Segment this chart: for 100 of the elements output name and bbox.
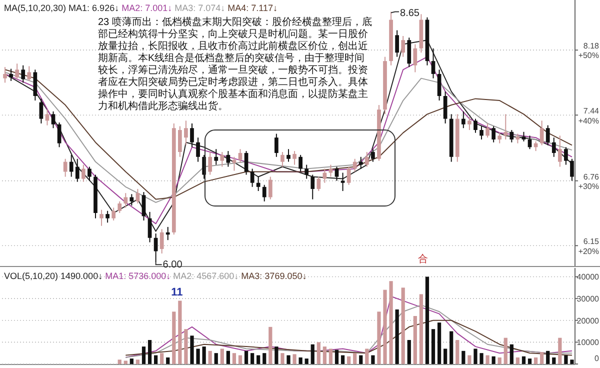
bar <box>347 356 351 364</box>
y-tick-label: 40000 <box>576 272 600 282</box>
bar <box>166 357 170 364</box>
bar <box>118 360 122 364</box>
bar <box>413 316 417 364</box>
bar <box>365 348 369 364</box>
bar <box>419 294 424 364</box>
bar <box>142 346 146 364</box>
y2-tick-label: +40% <box>578 116 599 126</box>
bar <box>552 357 556 364</box>
bar <box>389 281 393 364</box>
bar <box>510 344 514 364</box>
bar <box>504 338 508 364</box>
bar <box>546 350 550 364</box>
annotation: 合 <box>418 253 428 265</box>
bar <box>480 353 484 364</box>
bar <box>425 276 430 364</box>
bar <box>310 344 314 364</box>
bar <box>431 329 436 364</box>
bar <box>395 309 399 364</box>
y-tick-label: 10000 <box>576 338 600 348</box>
bar <box>178 300 182 364</box>
bar <box>328 348 333 364</box>
bar <box>377 312 381 364</box>
y-tick-label: 6.15 <box>583 237 600 246</box>
legend-title: MA(5,10,20,30) <box>4 3 69 13</box>
bar <box>534 357 538 364</box>
bar <box>322 346 326 364</box>
bar <box>570 360 574 364</box>
bar <box>468 355 472 364</box>
bar <box>220 348 224 364</box>
y-tick-label: 8.18 <box>583 42 600 51</box>
bar <box>450 331 454 364</box>
bar <box>558 338 562 364</box>
bar <box>462 350 466 364</box>
bar <box>522 356 526 364</box>
bar <box>124 360 128 364</box>
bar <box>262 353 266 364</box>
bar <box>298 357 302 364</box>
bar <box>250 353 254 364</box>
text: MA2: 7.001↓ <box>122 3 175 13</box>
bar <box>437 322 442 364</box>
bar <box>486 355 490 364</box>
bar <box>383 290 387 364</box>
bar <box>340 355 345 364</box>
y-tick-label: 0 <box>594 354 600 363</box>
legend-title: VOL(5,10,20) 1490.000↓ <box>4 271 106 281</box>
y-tick-label: 6.76 <box>583 172 600 182</box>
bar <box>274 346 278 364</box>
bar <box>244 350 248 364</box>
bar <box>208 350 212 364</box>
bar <box>136 360 140 364</box>
bar <box>214 353 218 364</box>
bar <box>492 356 496 364</box>
bar <box>540 352 544 364</box>
bar <box>190 336 194 364</box>
bar <box>498 357 502 364</box>
bar <box>232 353 236 364</box>
y2-tick-label: +20% <box>578 247 599 256</box>
annotation: 6.00 <box>162 260 183 271</box>
bar <box>371 355 375 364</box>
bar <box>160 353 164 364</box>
text: MA3: 7.074↓ <box>174 3 228 13</box>
text: MA1: 6.926↓ <box>68 3 122 13</box>
bar <box>444 348 448 364</box>
bar <box>202 346 206 364</box>
bar <box>280 353 284 364</box>
text: MA3: 3769.050↓ <box>241 271 307 281</box>
bar <box>456 340 460 364</box>
line-series <box>125 320 572 356</box>
bar <box>401 288 405 364</box>
bar <box>353 353 357 364</box>
y-tick-label: 30000 <box>576 294 600 304</box>
bar <box>268 326 272 364</box>
y2-tick-label: +50% <box>578 51 599 60</box>
bar <box>130 358 134 364</box>
bar <box>196 348 200 364</box>
bar <box>184 329 188 364</box>
y-tick-label: 7.44 <box>583 106 600 116</box>
annotation: 23 喷薄而出：低档横盘末期大阳突破：股价经横盘整理后，底部已经构筑得十分坚实，向上突破只是时机问题。某一日股价放量拉抬，长阳报收，且收市价高过此前横盘区价位，创出近期新高。本K线组合是低档盘整后的突破信号，由于整理时间较长，浮筹已清洗殆尽，通常一旦突破，一般势不可挡。投资者应在大阳突破局势已定时考虑跟进，第二日也可杀入。具体操作中，要同时认真观察个股基本面和消息面，以提防某盘主力和机构借此形态骗线出货。 <box>98 17 372 113</box>
annotation: 8.65 <box>400 8 420 19</box>
bar <box>407 340 411 364</box>
bar <box>474 348 478 364</box>
bar <box>304 358 308 364</box>
text: MA2: 4567.600↓ <box>173 271 242 281</box>
bar <box>292 354 296 364</box>
annotation: 11 <box>171 286 183 299</box>
bar <box>516 357 520 364</box>
bar <box>528 358 532 364</box>
bar <box>334 350 339 364</box>
bar <box>359 355 363 364</box>
bar <box>148 340 152 364</box>
bar <box>316 342 320 364</box>
bar <box>564 355 568 364</box>
bar <box>238 355 242 364</box>
bar <box>226 350 230 364</box>
bar <box>172 312 176 364</box>
bar <box>286 355 290 364</box>
text: MA1: 5736.000↓ <box>105 271 174 281</box>
bar <box>256 355 260 364</box>
